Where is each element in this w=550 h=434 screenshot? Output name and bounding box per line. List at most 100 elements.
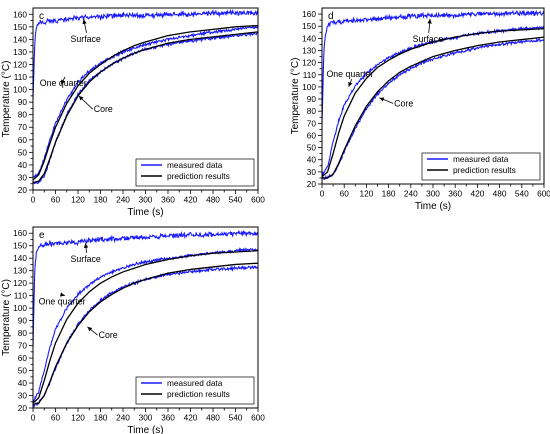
x-axis-label: Time (s) (127, 207, 163, 218)
y-tick-label: 100 (13, 85, 27, 95)
x-tick-label: 480 (206, 195, 220, 205)
x-tick-label: 180 (94, 413, 108, 423)
y-tick-label: 60 (307, 130, 317, 140)
legend-box (135, 376, 255, 405)
y-tick-label: 20 (307, 179, 317, 189)
y-axis-label: Temperature (°C) (1, 61, 12, 138)
legend-box (135, 158, 255, 187)
y-tick-label: 80 (18, 328, 28, 338)
x-tick-label: 360 (161, 195, 175, 205)
legend-label: measured data (453, 154, 509, 164)
y-tick-label: 30 (307, 167, 317, 177)
series-measured-surface (33, 8, 258, 100)
chart-panel-d: 0 60 120 180 240 300 360 420 480 540 600 20 30 40 50 60… (290, 7, 550, 212)
x-tick-label: 600 (251, 195, 265, 205)
y-tick-label: 30 (18, 391, 28, 401)
y-axis-label: Temperature (°C) (1, 279, 12, 356)
x-tick-label: 0 (31, 195, 36, 205)
y-tick-label: 150 (302, 21, 316, 31)
x-tick-label: 480 (493, 189, 507, 199)
y-tick-label: 20 (18, 403, 28, 413)
x-tick-label: 0 (31, 413, 36, 423)
x-tick-label: 420 (184, 195, 198, 205)
y-tick-label: 40 (307, 155, 317, 165)
x-tick-label: 240 (116, 413, 130, 423)
y-tick-label: 120 (13, 278, 27, 288)
annotation-arrow-head (379, 97, 385, 102)
x-tick-label: 540 (229, 195, 243, 205)
y-tick-label: 110 (14, 72, 28, 82)
y-tick-label: 80 (307, 106, 317, 116)
x-tick-label: 240 (404, 189, 418, 199)
y-tick-label: 90 (18, 97, 28, 107)
annotation-core: Core (99, 330, 118, 340)
x-axis-label: Time (s) (415, 201, 451, 212)
y-tick-label: 160 (13, 9, 27, 19)
legend-label: measured data (167, 378, 223, 388)
plot-frame (32, 226, 259, 409)
y-tick-label: 120 (302, 58, 316, 68)
x-axis-label: Time (s) (127, 425, 163, 434)
y-tick-label: 90 (307, 94, 317, 104)
y-tick-label: 60 (18, 135, 28, 145)
y-tick-label: 140 (13, 253, 27, 263)
annotation-one-quarter: One quarter (39, 296, 86, 306)
y-tick-label: 130 (13, 266, 27, 276)
y-tick-label: 50 (18, 366, 28, 376)
series-prediction-core (33, 262, 258, 405)
y-tick-label: 50 (307, 143, 317, 153)
legend-label: measured data (167, 160, 223, 170)
chart-panel-e: 0 60 120 180 240 300 360 420 480 540 600 20 30 40 50 60… (1, 226, 265, 434)
chart-panel-c: 0 60 120 180 240 300 360 420 480 540 600 20 30 40 50 60… (1, 7, 265, 218)
annotation-arrow-head (78, 95, 84, 101)
series-prediction-quarter (322, 27, 544, 178)
y-tick-label: 110 (14, 291, 28, 301)
y-tick-label: 60 (18, 353, 28, 363)
x-tick-label: 60 (51, 195, 61, 205)
y-tick-label: 40 (18, 378, 28, 388)
x-tick-label: 300 (139, 413, 153, 423)
plot-area (33, 8, 258, 185)
x-tick-label: 420 (470, 189, 484, 199)
plot-frame (32, 7, 259, 191)
y-tick-label: 120 (13, 59, 27, 69)
x-tick-label: 540 (515, 189, 529, 199)
x-tick-label: 300 (139, 195, 153, 205)
x-tick-label: 360 (161, 413, 175, 423)
series-measured-surface (33, 229, 258, 349)
x-tick-label: 300 (426, 189, 440, 199)
y-tick-label: 30 (18, 172, 28, 182)
panel-label: c (39, 11, 44, 22)
annotation-arrow-head (82, 19, 87, 25)
y-tick-label: 70 (18, 341, 28, 351)
y-tick-label: 140 (302, 33, 316, 43)
y-tick-label: 40 (18, 160, 28, 170)
x-tick-label: 120 (359, 189, 373, 199)
y-tick-label: 100 (302, 82, 316, 92)
x-tick-label: 600 (251, 413, 265, 423)
plot-frame (321, 7, 545, 185)
annotation-surface: Surface (71, 34, 101, 44)
legend-label: prediction results (167, 389, 230, 399)
x-tick-label: 120 (71, 413, 85, 423)
x-tick-label: 240 (116, 195, 130, 205)
annotation-surface: Surface (71, 254, 101, 264)
y-tick-label: 90 (18, 316, 28, 326)
x-tick-label: 540 (229, 413, 243, 423)
x-tick-label: 60 (51, 413, 61, 423)
annotation-core: Core (94, 104, 113, 114)
legend-label: prediction results (453, 165, 516, 175)
legend-label: prediction results (167, 171, 230, 181)
y-tick-label: 140 (13, 34, 27, 44)
x-tick-label: 600 (537, 189, 550, 199)
x-tick-label: 420 (184, 413, 198, 423)
x-tick-label: 480 (206, 413, 220, 423)
annotation-arrow-head (348, 81, 353, 87)
x-tick-label: 0 (320, 189, 325, 199)
y-axis-label: Temperature (°C) (290, 58, 301, 135)
x-tick-label: 60 (340, 189, 350, 199)
x-tick-label: 180 (94, 195, 108, 205)
series-measured-surface (322, 9, 544, 125)
annotation-arrow-head (61, 79, 66, 85)
y-tick-label: 160 (13, 228, 27, 238)
